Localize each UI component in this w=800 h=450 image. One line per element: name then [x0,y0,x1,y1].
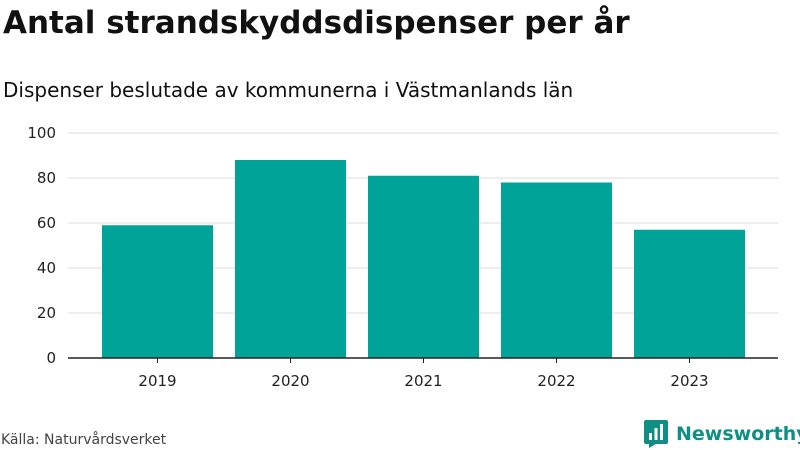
y-tick-label: 0 [46,349,56,367]
bar-2022 [501,182,612,358]
newsworthy-logo-icon [644,420,668,448]
bar-2023 [634,229,745,358]
x-tick-label: 2023 [670,372,708,390]
source-note: Källa: Naturvårdsverket [1,432,167,448]
y-tick-label: 60 [37,214,56,232]
y-tick-label: 40 [37,259,56,277]
x-tick-label: 2022 [537,372,575,390]
x-tick-label: 2021 [404,372,442,390]
bars [102,160,745,358]
x-tick-label: 2020 [271,372,309,390]
axes: 0 20 40 60 80 100 2019 2020 2021 2022 2023 [27,124,778,390]
bar-2020 [235,160,346,358]
y-tick-label: 20 [37,304,56,322]
brand-name: Newsworthy [676,423,800,445]
chart-title: Antal strandskyddsdispenser per år [3,5,630,41]
bar-2019 [102,225,213,358]
y-tick-label: 100 [27,124,56,142]
y-tick-label: 80 [37,169,56,187]
newsworthy-brand: Newsworthy [644,420,800,448]
bar-2021 [368,175,479,358]
chart-subtitle: Dispenser beslutade av kommunerna i Väst… [3,78,574,102]
x-tick-label: 2019 [138,372,176,390]
